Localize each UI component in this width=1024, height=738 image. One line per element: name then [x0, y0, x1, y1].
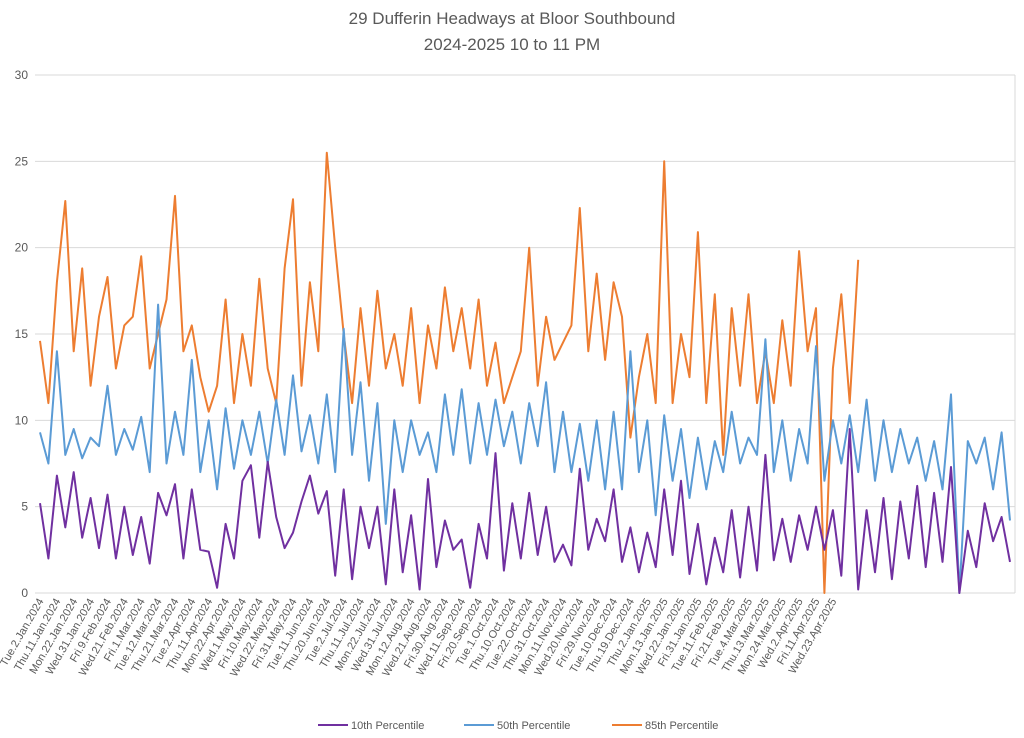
series-line-85th-percentile	[39, 151, 860, 594]
legend-label: 85th Percentile	[645, 720, 718, 732]
y-axis: 0 5 10 15 20 25 30	[15, 68, 29, 600]
legend-label: 50th Percentile	[497, 720, 570, 732]
gridlines	[35, 74, 1016, 594]
y-tick-label: 0	[21, 586, 28, 600]
y-tick-label: 10	[15, 413, 29, 427]
x-axis: Tue.2.Jan.2024Thu.11.Jan.2024Mon.22.Jan.…	[0, 597, 839, 679]
y-tick-label: 25	[15, 154, 29, 168]
chart-subtitle: 2024-2025 10 to 11 PM	[424, 35, 600, 54]
series-line-50th-percentile	[39, 303, 1011, 594]
y-tick-label: 15	[15, 327, 29, 341]
series-lines	[39, 151, 1011, 594]
y-tick-label: 30	[15, 68, 29, 82]
legend-label: 10th Percentile	[351, 720, 424, 732]
chart-title: 29 Dufferin Headways at Bloor Southbound	[349, 9, 676, 28]
series-line-10th-percentile	[39, 428, 1011, 594]
y-tick-label: 5	[21, 500, 28, 514]
y-tick-label: 20	[15, 241, 29, 255]
legend: 10th Percentile 50th Percentile 85th Perce…	[318, 720, 718, 732]
